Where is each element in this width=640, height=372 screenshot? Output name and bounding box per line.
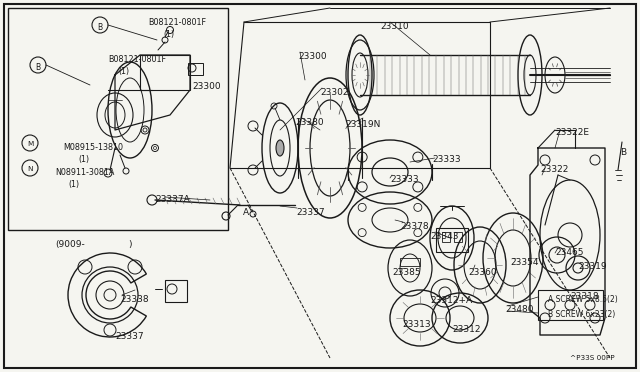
Bar	[140, 55, 190, 90]
Text: 23337: 23337	[296, 208, 324, 217]
Text: 23360: 23360	[468, 268, 497, 277]
Text: 23385: 23385	[392, 268, 420, 277]
Bar	[188, 63, 203, 75]
Text: 23300: 23300	[298, 52, 326, 61]
Text: B08121-0801F: B08121-0801F	[108, 55, 166, 64]
Text: M08915-13810: M08915-13810	[63, 143, 123, 152]
Text: 23322: 23322	[540, 165, 568, 174]
Bar	[165, 280, 187, 302]
Bar	[442, 232, 450, 242]
Text: 23312: 23312	[452, 325, 481, 334]
Text: 23322E: 23322E	[555, 128, 589, 137]
Text: 23465: 23465	[555, 248, 584, 257]
Bar	[538, 290, 603, 320]
Text: 23337A: 23337A	[155, 195, 189, 204]
Text: 23337: 23337	[115, 332, 143, 341]
Text: 23333: 23333	[432, 155, 461, 164]
Text: 23354: 23354	[510, 258, 538, 267]
Text: 23319: 23319	[578, 262, 607, 271]
Text: ): )	[128, 240, 131, 249]
Text: A: A	[243, 208, 249, 217]
Text: N: N	[28, 166, 33, 171]
Text: 23343: 23343	[430, 232, 458, 241]
Text: (1): (1)	[68, 180, 79, 189]
Bar	[8, 8, 228, 230]
Text: A SCREW 5x8.5(2): A SCREW 5x8.5(2)	[548, 295, 618, 304]
Bar	[454, 232, 462, 242]
Text: 23380: 23380	[295, 118, 324, 127]
Text: B: B	[620, 148, 626, 157]
Text: 23480: 23480	[505, 305, 534, 314]
Text: 23318: 23318	[570, 292, 598, 301]
Text: 23378: 23378	[400, 222, 429, 231]
Bar	[400, 258, 420, 266]
Bar	[436, 228, 468, 252]
Text: B08121-0801F: B08121-0801F	[148, 18, 206, 27]
Text: 23319N: 23319N	[345, 120, 380, 129]
Text: N08911-3081A: N08911-3081A	[55, 168, 115, 177]
Text: (1): (1)	[163, 30, 174, 39]
Text: 23338: 23338	[120, 295, 148, 304]
Text: 23310: 23310	[380, 22, 408, 31]
Text: (1): (1)	[78, 155, 89, 164]
Text: 23300: 23300	[192, 82, 221, 91]
Text: (1): (1)	[118, 67, 129, 76]
Ellipse shape	[276, 140, 284, 156]
Text: B: B	[97, 23, 102, 32]
Text: B: B	[35, 62, 40, 71]
Text: ^P33S 00PP: ^P33S 00PP	[570, 355, 614, 361]
Text: M: M	[27, 141, 33, 147]
Text: 23312+A: 23312+A	[430, 296, 472, 305]
Text: 23313: 23313	[402, 320, 431, 329]
Text: (9009-: (9009-	[55, 240, 84, 249]
Text: 23333: 23333	[390, 175, 419, 184]
Text: B SCREW 6x23(2): B SCREW 6x23(2)	[548, 310, 615, 319]
Text: 23302: 23302	[320, 88, 349, 97]
